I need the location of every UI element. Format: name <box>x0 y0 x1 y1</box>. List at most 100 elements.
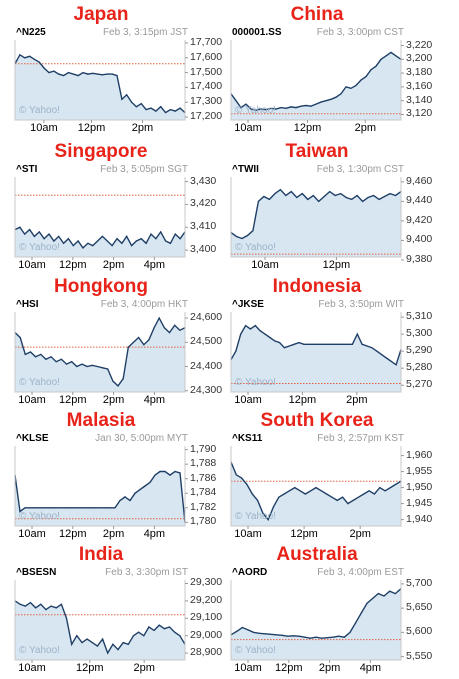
data-point <box>373 493 376 495</box>
data-point <box>246 483 248 485</box>
data-point <box>252 230 254 232</box>
data-point <box>140 238 142 240</box>
data-point <box>395 483 397 485</box>
timestamp: Jan 30, 5:00pm MYT <box>95 433 188 444</box>
data-point <box>315 103 317 105</box>
data-point <box>43 67 45 69</box>
data-point <box>94 507 96 509</box>
data-point <box>371 347 373 349</box>
data-point <box>263 195 265 198</box>
data-point <box>169 109 172 111</box>
data-point <box>130 101 133 103</box>
data-point <box>360 79 362 81</box>
data-point <box>279 189 281 191</box>
ticker-symbol: ^BSESN <box>16 567 57 578</box>
y-tick-label: 29,100 <box>190 611 223 624</box>
data-point <box>59 507 61 509</box>
data-point <box>340 192 342 195</box>
data-point <box>154 474 156 476</box>
data-point <box>179 635 181 637</box>
y-tick-label: 3,160 <box>406 79 433 92</box>
chart-title: Malasia <box>66 410 136 431</box>
data-point <box>315 636 317 638</box>
data-point <box>293 343 295 345</box>
x-tick-label: 12pm <box>322 259 351 271</box>
data-point <box>107 368 109 370</box>
data-point <box>246 234 249 237</box>
data-point <box>307 198 309 201</box>
y-tick-label: 17,300 <box>190 95 223 108</box>
data-point <box>254 325 256 327</box>
series-area <box>15 318 185 392</box>
data-point <box>77 240 79 242</box>
plot-frame <box>230 446 402 527</box>
data-point <box>292 635 294 637</box>
data-point <box>305 104 307 107</box>
data-point <box>87 242 89 244</box>
data-point <box>140 103 142 105</box>
y-tick-label: 1,782 <box>190 500 217 513</box>
data-point <box>262 512 264 514</box>
series-area <box>231 189 401 257</box>
data-point <box>160 106 162 108</box>
series-area <box>231 588 401 660</box>
data-point <box>67 238 70 240</box>
data-point <box>249 328 252 330</box>
data-point <box>135 240 138 242</box>
data-point <box>317 343 320 345</box>
data-point <box>257 200 260 202</box>
data-point <box>138 631 140 633</box>
data-point <box>179 472 181 474</box>
data-point <box>299 490 301 492</box>
data-point <box>159 470 161 473</box>
chart-title: Hongkong <box>54 276 148 297</box>
data-point <box>274 340 276 342</box>
y-tick-label: 5,280 <box>406 361 433 374</box>
data-point <box>318 200 320 202</box>
data-point <box>130 244 133 247</box>
plot-area <box>230 40 404 123</box>
data-point <box>111 244 113 247</box>
data-point <box>38 231 40 233</box>
data-point <box>274 192 276 195</box>
data-point <box>335 96 337 98</box>
data-point <box>259 330 261 332</box>
data-point <box>179 238 181 240</box>
data-point <box>62 74 65 77</box>
ticker-symbol: ^JKSE <box>232 299 264 310</box>
data-point <box>301 192 303 195</box>
series-area <box>15 471 185 526</box>
data-point <box>76 635 78 637</box>
data-point <box>43 238 45 240</box>
ticker-symbol: ^N225 <box>16 27 46 38</box>
data-point <box>40 603 42 605</box>
data-point <box>135 106 138 108</box>
data-point <box>29 602 32 604</box>
data-point <box>287 635 289 637</box>
data-point <box>285 194 287 197</box>
data-point <box>106 240 108 242</box>
data-point <box>44 507 46 509</box>
data-point <box>92 72 94 74</box>
data-point <box>96 645 99 647</box>
x-tick-label: 10am <box>234 528 262 540</box>
data-point <box>119 499 121 502</box>
data-point <box>153 629 155 632</box>
data-point <box>278 496 280 498</box>
data-point <box>241 477 243 479</box>
timestamp: Feb 3, 2:57pm KST <box>317 433 404 444</box>
data-point <box>380 58 382 60</box>
data-point <box>91 364 93 366</box>
data-point <box>174 110 176 112</box>
data-point <box>326 637 328 639</box>
data-point <box>71 643 73 645</box>
chart-title: Taiwan <box>285 141 349 162</box>
yahoo-watermark: © Yahoo! <box>235 377 276 388</box>
data-point <box>329 191 331 193</box>
data-point <box>380 353 383 356</box>
data-point <box>368 490 370 492</box>
data-point <box>19 510 21 513</box>
data-point <box>168 626 171 628</box>
data-point <box>143 344 145 346</box>
plot-frame <box>14 446 186 527</box>
